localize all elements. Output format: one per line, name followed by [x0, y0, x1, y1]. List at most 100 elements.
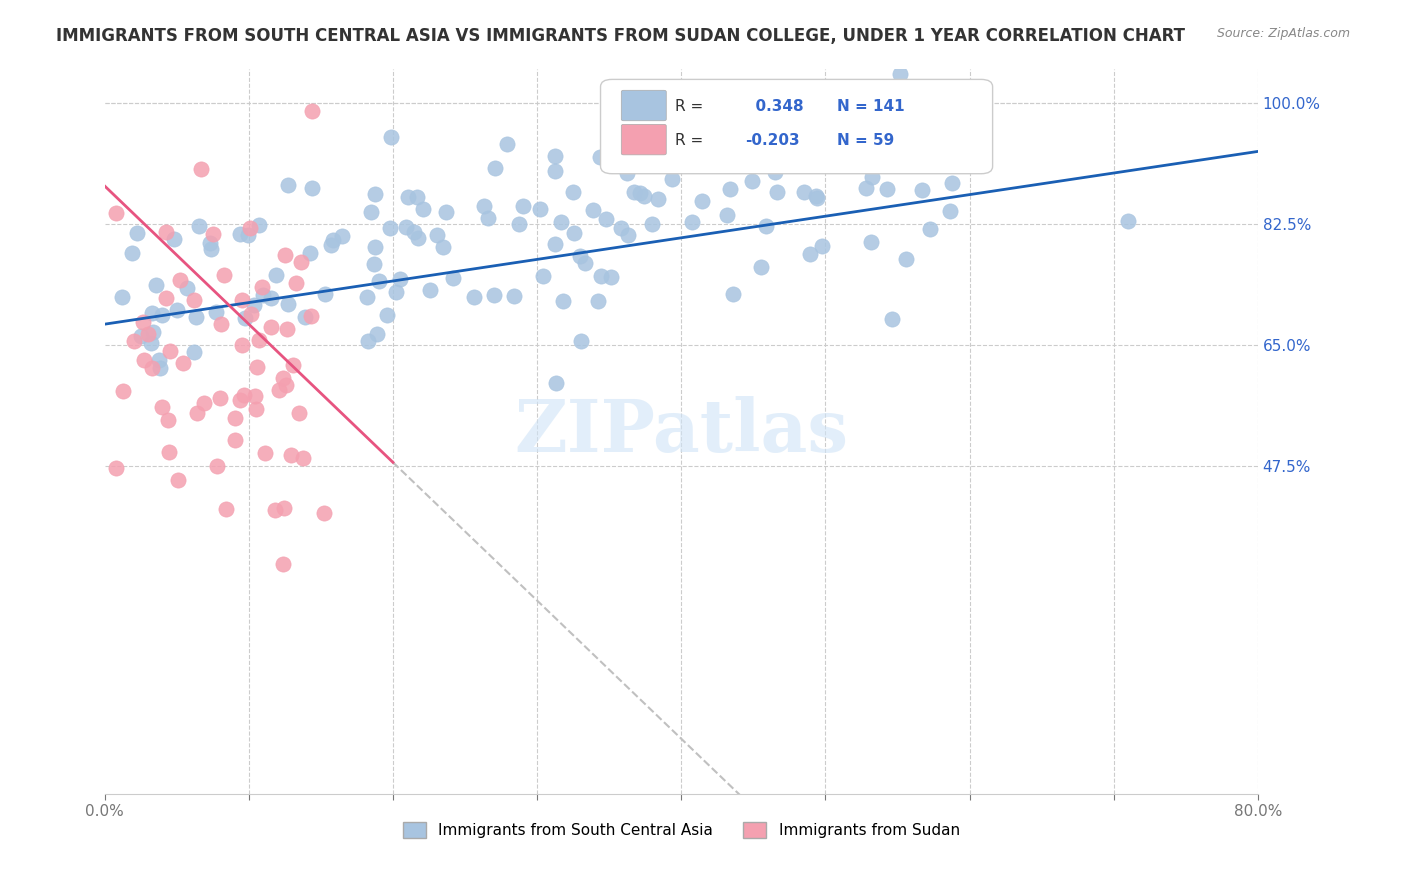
Point [834, 119, 856, 133]
Point [212, 268, 235, 282]
Point [503, 289, 526, 303]
Point [163, 232, 186, 246]
Point [367, 274, 389, 288]
Text: N = 141: N = 141 [837, 99, 904, 114]
Point [141, 361, 163, 376]
Point [606, 139, 628, 153]
Point [231, 338, 253, 352]
Point [287, 406, 309, 420]
Point [236, 228, 259, 243]
Point [183, 344, 205, 359]
Point [233, 311, 256, 326]
Point [434, 205, 457, 219]
Point [623, 185, 645, 199]
Text: ZIPatlas: ZIPatlas [515, 396, 848, 467]
Point [291, 451, 314, 466]
Point [661, 171, 683, 186]
Point [876, 182, 898, 196]
Point [813, 80, 835, 95]
Point [595, 211, 617, 226]
Point [748, 129, 770, 144]
Point [224, 433, 246, 447]
Legend: Immigrants from South Central Asia, Immigrants from Sudan: Immigrants from South Central Asia, Immi… [396, 816, 966, 845]
Point [569, 334, 592, 349]
Point [260, 291, 283, 305]
Point [911, 183, 934, 197]
Point [183, 293, 205, 307]
Point [551, 293, 574, 308]
Point [657, 145, 679, 159]
Point [889, 67, 911, 81]
Point [406, 231, 429, 245]
Point [562, 226, 585, 240]
Point [155, 291, 177, 305]
Point [441, 270, 464, 285]
Point [134, 353, 156, 368]
Point [155, 225, 177, 239]
Point [837, 156, 859, 170]
Point [426, 228, 449, 243]
Point [356, 290, 378, 304]
Point [104, 205, 127, 219]
Point [263, 502, 285, 516]
Point [276, 321, 298, 335]
Point [1116, 213, 1139, 227]
Point [375, 308, 398, 322]
Point [681, 215, 703, 229]
Point [277, 297, 299, 311]
Point [406, 190, 429, 204]
Point [763, 165, 786, 179]
Point [271, 370, 294, 384]
Point [569, 249, 592, 263]
Point [111, 384, 134, 398]
Point [773, 142, 796, 156]
Point [121, 245, 143, 260]
Point [681, 158, 703, 172]
Point [145, 277, 167, 292]
Point [166, 302, 188, 317]
Point [380, 130, 402, 145]
Point [104, 460, 127, 475]
Point [550, 215, 572, 229]
Point [366, 327, 388, 342]
Point [647, 192, 669, 206]
Point [301, 104, 323, 119]
Point [939, 204, 962, 219]
Point [208, 391, 231, 405]
Text: Source: ZipAtlas.com: Source: ZipAtlas.com [1216, 27, 1350, 40]
Point [544, 237, 567, 252]
Point [419, 283, 441, 297]
Point [544, 148, 567, 162]
Point [389, 272, 412, 286]
Point [232, 388, 254, 402]
Point [319, 238, 342, 252]
Point [793, 186, 815, 200]
Point [172, 356, 194, 370]
Point [893, 3, 915, 17]
Point [616, 166, 638, 180]
Text: -0.203: -0.203 [745, 133, 799, 148]
Point [412, 202, 434, 216]
Point [273, 501, 295, 516]
Point [122, 334, 145, 348]
Point [274, 247, 297, 261]
Point [718, 181, 741, 195]
Point [167, 473, 190, 487]
Point [599, 269, 621, 284]
Point [198, 235, 221, 250]
Point [111, 290, 134, 304]
Point [617, 158, 640, 172]
Point [229, 227, 252, 241]
Point [544, 376, 567, 390]
Point [948, 144, 970, 158]
Point [330, 229, 353, 244]
Point [716, 208, 738, 222]
Point [280, 448, 302, 462]
Point [395, 219, 418, 234]
Point [246, 360, 269, 375]
Point [432, 240, 454, 254]
Point [239, 221, 262, 235]
Point [267, 384, 290, 398]
FancyBboxPatch shape [621, 90, 666, 120]
Point [496, 137, 519, 152]
